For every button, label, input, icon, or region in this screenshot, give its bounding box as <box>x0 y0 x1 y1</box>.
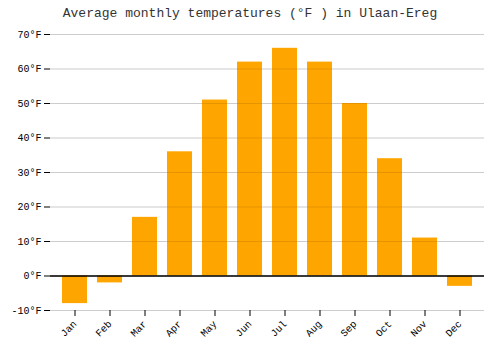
svg-text:20°F: 20°F <box>17 202 41 213</box>
svg-text:40°F: 40°F <box>17 133 41 144</box>
svg-text:-10°F: -10°F <box>11 306 41 317</box>
svg-text:10°F: 10°F <box>17 237 41 248</box>
svg-text:Aug: Aug <box>304 319 325 340</box>
svg-text:60°F: 60°F <box>17 64 41 75</box>
svg-text:Feb: Feb <box>94 319 115 340</box>
svg-text:0°F: 0°F <box>23 271 41 282</box>
html-text:Average monthly temperatures (: Average monthly temperatures (°F ) in Ul… <box>62 6 438 21</box>
svg-text:Dec: Dec <box>444 319 465 340</box>
svg-text:May: May <box>199 319 220 340</box>
svg-text:30°F: 30°F <box>17 168 41 179</box>
svg-text:Jan: Jan <box>59 319 80 340</box>
svg-text:Sep: Sep <box>339 319 360 340</box>
svg-text:50°F: 50°F <box>17 99 41 110</box>
svg-text:Jun: Jun <box>234 319 255 340</box>
svg-text:Apr: Apr <box>164 319 185 340</box>
svg-text:70°F: 70°F <box>17 30 41 41</box>
svg-text:Mar: Mar <box>129 319 150 340</box>
svg-text:Oct: Oct <box>374 319 395 340</box>
svg-text:Jul: Jul <box>269 319 290 340</box>
svg-text:Nov: Nov <box>409 319 430 340</box>
